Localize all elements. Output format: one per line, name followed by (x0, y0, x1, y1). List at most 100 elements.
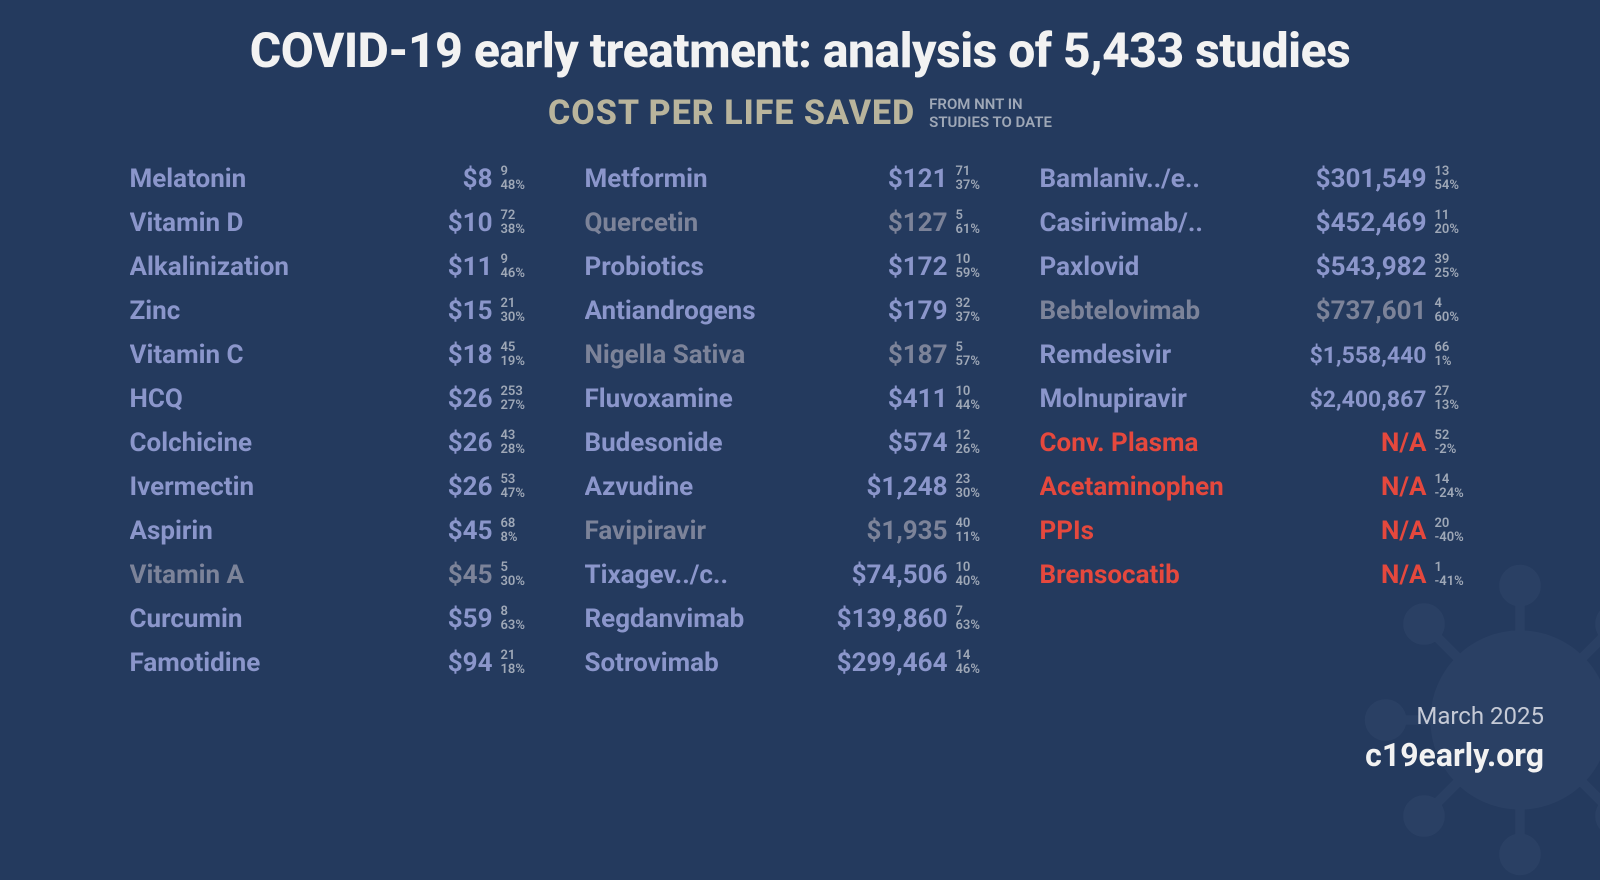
treatment-row: Antiandrogens$1793237% (585, 289, 992, 333)
study-count: 14 (1435, 473, 1471, 487)
treatment-name: Favipiravir (585, 516, 790, 546)
treatment-cost: N/A (1255, 428, 1427, 458)
treatment-row: Quercetin$127561% (585, 201, 992, 245)
treatment-cost: N/A (1255, 516, 1427, 546)
treatment-cost: $26 (335, 428, 493, 458)
treatment-row: Tixagev../c..$74,5061040% (585, 553, 992, 597)
study-count: 72 (501, 209, 537, 223)
study-count: 14 (956, 649, 992, 663)
study-count: 21 (501, 649, 537, 663)
treatment-stats: 561% (948, 209, 992, 236)
study-count: 53 (501, 473, 537, 487)
treatment-cost: $2,400,867 (1255, 386, 1427, 413)
treatment-name: Bamlaniv../e.. (1040, 164, 1255, 194)
treatment-cost: $452,469 (1255, 208, 1427, 238)
treatment-stats: 661% (1427, 341, 1471, 368)
efficacy-percent: 37% (956, 179, 992, 193)
subtitle-side-line2: STUDIES TO DATE (929, 113, 1052, 131)
treatment-cost: N/A (1255, 472, 1427, 502)
treatment-stats: 4011% (948, 517, 992, 544)
study-count: 27 (1435, 385, 1471, 399)
treatment-cost: $737,601 (1255, 296, 1427, 326)
treatment-row: Azvudine$1,248 2330% (585, 465, 992, 509)
treatment-cost: $11 (335, 252, 493, 282)
treatment-name: Metformin (585, 164, 790, 194)
treatment-row: Sotrovimab$299,4641446% (585, 641, 992, 685)
efficacy-percent: 38% (501, 223, 537, 237)
treatment-cost: $574 (790, 428, 948, 458)
treatment-name: Colchicine (130, 428, 335, 458)
treatment-stats: 25327% (493, 385, 537, 412)
efficacy-percent: 57% (956, 355, 992, 369)
treatment-name: Budesonide (585, 428, 790, 458)
treatment-row: Alkalinization$11946% (130, 245, 537, 289)
treatment-cost: $74,506 (790, 560, 948, 590)
efficacy-percent: 13% (1435, 399, 1471, 413)
treatment-row: Fluvoxamine$4111044% (585, 377, 992, 421)
treatment-cost: $45 (335, 516, 493, 546)
study-count: 71 (956, 165, 992, 179)
treatment-stats: 3237% (948, 297, 992, 324)
treatment-stats: 2118% (493, 649, 537, 676)
treatment-cost: $1,558,440 (1255, 342, 1427, 369)
treatment-name: Vitamin C (130, 340, 335, 370)
treatment-stats: 946% (493, 253, 537, 280)
treatment-name: Tixagev../c.. (585, 560, 790, 590)
study-count: 21 (501, 297, 537, 311)
treatment-stats: 1120% (1427, 209, 1471, 236)
treatment-cost: $1,248 (790, 472, 948, 502)
treatment-cost: $139,860 (790, 604, 948, 634)
treatment-row: Budesonide$5741226% (585, 421, 992, 465)
treatment-name: Azvudine (585, 472, 790, 502)
treatment-name: Casirivimab/.. (1040, 208, 1255, 238)
treatment-stats: 863% (493, 605, 537, 632)
study-count: 45 (501, 341, 537, 355)
treatment-row: Vitamin C$184519% (130, 333, 537, 377)
efficacy-percent: 30% (956, 487, 992, 501)
treatment-cost: $121 (790, 164, 948, 194)
treatment-cost: $179 (790, 296, 948, 326)
study-count: 5 (956, 341, 992, 355)
efficacy-percent: 30% (501, 311, 537, 325)
treatment-stats: 530% (493, 561, 537, 588)
efficacy-percent: 63% (956, 619, 992, 633)
study-count: 12 (956, 429, 992, 443)
treatment-name: Remdesivir (1040, 340, 1255, 370)
treatment-stats: 1226% (948, 429, 992, 456)
treatment-cost: $299,464 (790, 648, 948, 678)
footer-site: c19early.org (1365, 736, 1544, 774)
treatment-row: PPIsN/A20-40% (1040, 509, 1471, 553)
study-count: 1 (1435, 561, 1471, 575)
efficacy-percent: 47% (501, 487, 537, 501)
treatment-row: Vitamin A$45530% (130, 553, 537, 597)
treatment-name: Sotrovimab (585, 648, 790, 678)
treatment-grid: Melatonin$8948%Vitamin D$107238%Alkalini… (0, 157, 1600, 685)
treatment-name: Curcumin (130, 604, 335, 634)
study-count: 23 (956, 473, 992, 487)
study-count: 43 (501, 429, 537, 443)
treatment-cost: $172 (790, 252, 948, 282)
efficacy-percent: 61% (956, 223, 992, 237)
treatment-name: Quercetin (585, 208, 790, 238)
study-count: 10 (956, 253, 992, 267)
treatment-row: Nigella Sativa$187557% (585, 333, 992, 377)
treatment-row: Paxlovid$543,9823925% (1040, 245, 1471, 289)
treatment-stats: 1044% (948, 385, 992, 412)
study-count: 7 (956, 605, 992, 619)
subtitle-main: COST PER LIFE SAVED (548, 93, 915, 133)
subtitle-side-line1: FROM NNT IN (929, 95, 1052, 113)
treatment-row: Zinc$152130% (130, 289, 537, 333)
efficacy-percent: 26% (956, 443, 992, 457)
treatment-stats: 2130% (493, 297, 537, 324)
treatment-row: Colchicine$264328% (130, 421, 537, 465)
efficacy-percent: 63% (501, 619, 537, 633)
treatment-stats: 1-41% (1427, 561, 1471, 588)
treatment-stats: 7238% (493, 209, 537, 236)
footer-date: March 2025 (1416, 702, 1544, 730)
study-count: 5 (956, 209, 992, 223)
treatment-name: Vitamin D (130, 208, 335, 238)
treatment-stats: 948% (493, 165, 537, 192)
treatment-name: PPIs (1040, 516, 1255, 546)
treatment-stats: 557% (948, 341, 992, 368)
study-count: 4 (1435, 297, 1471, 311)
